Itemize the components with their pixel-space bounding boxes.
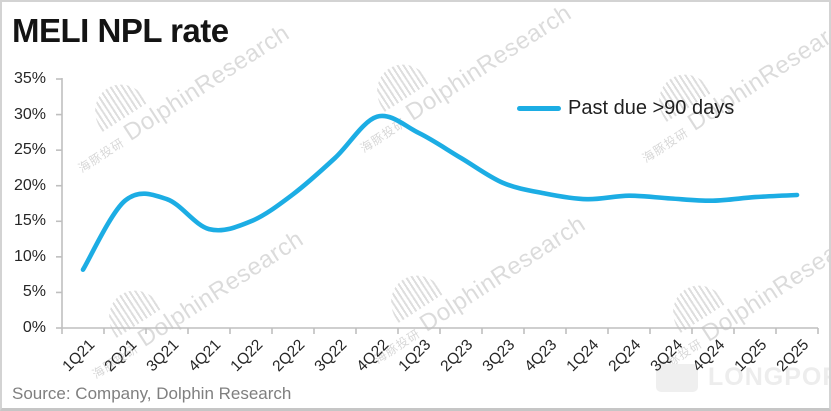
y-axis-tick-label: 35% — [13, 70, 46, 87]
y-axis-tick-label: 10% — [13, 247, 46, 265]
longport-watermark: LONGPORT — [656, 363, 831, 392]
y-axis-tick-label: 20% — [13, 176, 46, 194]
y-axis-tick-label: 5% — [22, 283, 46, 301]
longport-logo-icon — [656, 363, 698, 392]
y-axis-tick-label: 15% — [13, 212, 46, 230]
y-axis-tick-label: 30% — [13, 105, 46, 123]
chart-title: MELI NPL rate — [12, 12, 229, 49]
source-note: Source: Company, Dolphin Research — [12, 384, 292, 403]
legend-line-marker — [517, 105, 561, 112]
longport-watermark-text: LONGPORT — [708, 363, 831, 391]
y-axis-tick-label: 25% — [13, 141, 46, 159]
legend-label: Past due >90 days — [568, 97, 735, 119]
npl-rate-series-line — [80, 113, 800, 272]
legend: Past due >90 days — [517, 97, 734, 120]
y-axis-tick-label: 0% — [22, 319, 46, 336]
